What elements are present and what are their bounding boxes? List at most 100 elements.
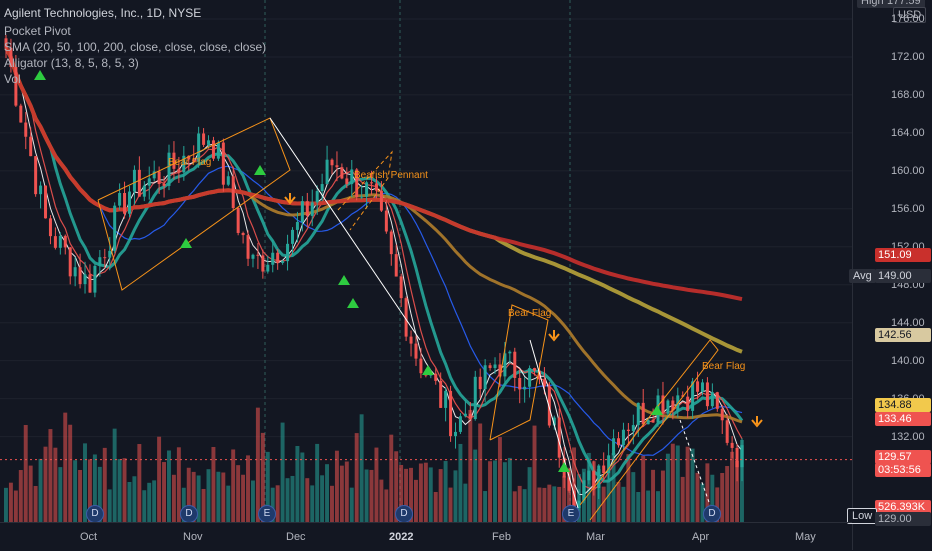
sma20-price-label: 133.46 bbox=[875, 412, 931, 426]
candle-body bbox=[236, 208, 240, 233]
volume-bar bbox=[695, 472, 700, 522]
volume-bar bbox=[478, 423, 483, 522]
volume-bar bbox=[542, 487, 547, 522]
volume-bar bbox=[300, 452, 305, 522]
candle-body bbox=[108, 250, 112, 258]
volume-bar bbox=[680, 476, 685, 522]
volume-bar bbox=[334, 450, 339, 522]
volume-bar bbox=[675, 445, 680, 522]
candle-body bbox=[197, 133, 201, 162]
candle-body bbox=[547, 386, 551, 426]
candle-body bbox=[211, 140, 215, 159]
candle-body bbox=[246, 235, 250, 259]
low-value: 129.00 bbox=[875, 512, 931, 526]
dividend-badge[interactable]: D bbox=[395, 505, 413, 522]
volume-bar bbox=[18, 470, 23, 522]
candle-body bbox=[276, 252, 280, 263]
price-tick: 156.00 bbox=[891, 202, 925, 215]
price-chart[interactable]: Bear Flag Bearish Pennant Bear Flag Bear Fl… bbox=[0, 0, 852, 522]
pocket-pivot-marker bbox=[651, 405, 663, 415]
candle-body bbox=[439, 380, 443, 408]
candle-body bbox=[44, 185, 48, 219]
volume-bar bbox=[13, 490, 18, 522]
candle-body bbox=[384, 210, 388, 232]
pocket-pivot-marker bbox=[422, 365, 434, 375]
candle-body bbox=[63, 235, 67, 248]
candle-body bbox=[641, 402, 645, 425]
candle-body bbox=[88, 274, 92, 293]
trend-line bbox=[269, 117, 421, 341]
candle-body bbox=[152, 171, 156, 179]
volume-bar bbox=[58, 467, 63, 522]
bearish-pennant-lines bbox=[337, 150, 393, 231]
volume-bar bbox=[344, 461, 349, 522]
candle-body bbox=[715, 392, 719, 409]
candle-body bbox=[389, 231, 393, 255]
volume-bar bbox=[527, 467, 532, 522]
volume-bar bbox=[438, 469, 443, 522]
pattern-annotation: Bear Flag bbox=[508, 308, 551, 319]
candle-body bbox=[681, 395, 685, 397]
dividend-badge[interactable]: D bbox=[86, 505, 104, 522]
time-axis[interactable]: Oct Nov Dec 2022 Feb Mar Apr May bbox=[0, 522, 852, 551]
volume-bar bbox=[255, 407, 260, 522]
volume-bar bbox=[216, 471, 221, 522]
candle-body bbox=[602, 465, 606, 474]
price-tick: 140.00 bbox=[891, 354, 925, 367]
volume-bar bbox=[537, 487, 542, 522]
volume-bar bbox=[310, 485, 315, 522]
candle-body bbox=[29, 136, 33, 157]
volume-bar bbox=[33, 485, 38, 522]
price-tick: 160.00 bbox=[891, 164, 925, 177]
volume-bar bbox=[493, 460, 497, 522]
sell-arrow-icon bbox=[284, 193, 296, 205]
pocket-pivot-marker bbox=[34, 70, 46, 80]
earnings-badge[interactable]: E bbox=[562, 505, 580, 522]
price-axis[interactable]: High 177.59 USD 176.00 172.00 168.00 164.00… bbox=[847, 0, 932, 550]
volume-bar bbox=[162, 462, 167, 522]
volume-bar bbox=[567, 468, 572, 522]
price-tick: 172.00 bbox=[891, 50, 925, 63]
legend-pocket-pivot: Pocket Pivot bbox=[4, 24, 71, 38]
earnings-badge[interactable]: E bbox=[258, 505, 276, 522]
candle-body bbox=[720, 408, 724, 421]
volume-bar bbox=[413, 479, 418, 522]
time-tick: Dec bbox=[286, 531, 306, 543]
candle-body bbox=[478, 376, 482, 390]
candle-body bbox=[631, 425, 635, 432]
candle-body bbox=[34, 156, 38, 195]
candle-body bbox=[216, 142, 220, 159]
volume-bar bbox=[270, 487, 275, 522]
candle-body bbox=[661, 395, 665, 414]
candle-body bbox=[414, 343, 418, 359]
volume-bar bbox=[394, 451, 399, 522]
candle-body bbox=[740, 445, 744, 468]
time-tick: Feb bbox=[492, 531, 511, 543]
currency-label[interactable]: USD bbox=[893, 7, 927, 23]
volume-bar bbox=[735, 460, 739, 522]
candle-body bbox=[468, 413, 472, 420]
time-tick: Apr bbox=[692, 531, 710, 543]
volume-bar bbox=[285, 478, 290, 522]
volume-bar bbox=[404, 468, 409, 522]
volume-bar bbox=[631, 472, 636, 522]
candle-body bbox=[221, 142, 225, 185]
candle-body bbox=[335, 165, 339, 168]
price-tick: 164.00 bbox=[891, 126, 925, 139]
volume-bar bbox=[502, 462, 507, 522]
volume-bar bbox=[211, 446, 216, 522]
candle-body bbox=[449, 390, 453, 437]
time-tick: Oct bbox=[80, 531, 98, 543]
dividend-badge[interactable]: D bbox=[703, 505, 721, 522]
candle-body bbox=[58, 235, 62, 248]
volume-bar bbox=[48, 429, 53, 522]
candle-body bbox=[577, 500, 581, 508]
chart-area[interactable]: Bear Flag Bearish Pennant Bear Flag Bear Fl… bbox=[0, 0, 852, 522]
dividend-badge[interactable]: D bbox=[180, 505, 198, 522]
volume-bar bbox=[92, 454, 97, 522]
volume-bar bbox=[206, 469, 211, 522]
last-price-label: 129.57 bbox=[875, 450, 931, 464]
volume-bar bbox=[83, 443, 87, 522]
candle-body bbox=[355, 169, 359, 198]
volume-bar bbox=[68, 424, 73, 522]
